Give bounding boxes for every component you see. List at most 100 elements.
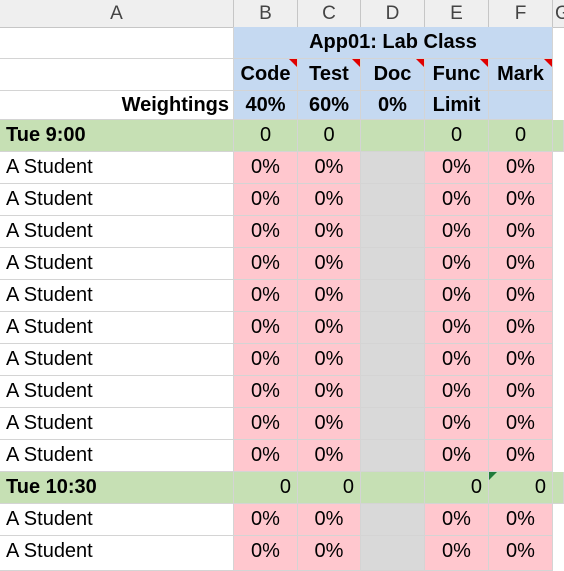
- student-name[interactable]: A Student: [0, 536, 234, 571]
- student-name[interactable]: A Student: [0, 216, 234, 248]
- cell-a-headers[interactable]: [0, 59, 234, 91]
- score-func[interactable]: 0%: [425, 504, 489, 536]
- student-name[interactable]: A Student: [0, 312, 234, 344]
- column-header-a[interactable]: A: [0, 0, 234, 27]
- score-mark[interactable]: 0%: [489, 376, 553, 408]
- score-test[interactable]: 0%: [298, 280, 361, 312]
- score-mark[interactable]: 0%: [489, 440, 553, 472]
- score-mark[interactable]: 0%: [489, 280, 553, 312]
- score-test[interactable]: 0%: [298, 376, 361, 408]
- score-func[interactable]: 0%: [425, 248, 489, 280]
- group-time[interactable]: Tue 10:30: [0, 472, 234, 504]
- group-time[interactable]: Tue 9:00: [0, 120, 234, 152]
- student-name[interactable]: A Student: [0, 504, 234, 536]
- score-code[interactable]: 0%: [234, 376, 298, 408]
- group-total-g[interactable]: [553, 120, 564, 152]
- score-func[interactable]: 0%: [425, 280, 489, 312]
- weighting-doc[interactable]: 0%: [361, 91, 425, 120]
- score-code[interactable]: 0%: [234, 152, 298, 184]
- score-doc[interactable]: [361, 376, 425, 408]
- score-mark[interactable]: 0%: [489, 152, 553, 184]
- score-mark[interactable]: 0%: [489, 536, 553, 571]
- group-total-test[interactable]: 0: [298, 120, 361, 152]
- student-name[interactable]: A Student: [0, 344, 234, 376]
- group-total-code[interactable]: 0: [234, 120, 298, 152]
- group-total-g[interactable]: [553, 472, 564, 504]
- score-func[interactable]: 0%: [425, 216, 489, 248]
- student-name[interactable]: A Student: [0, 152, 234, 184]
- score-code[interactable]: 0%: [234, 344, 298, 376]
- weighting-mark[interactable]: [489, 91, 553, 120]
- weightings-label[interactable]: Weightings: [0, 91, 234, 120]
- score-func[interactable]: 0%: [425, 376, 489, 408]
- score-doc[interactable]: [361, 536, 425, 571]
- student-name[interactable]: A Student: [0, 440, 234, 472]
- group-total-func[interactable]: 0: [425, 472, 489, 504]
- score-doc[interactable]: [361, 312, 425, 344]
- score-code[interactable]: 0%: [234, 408, 298, 440]
- score-doc[interactable]: [361, 184, 425, 216]
- score-doc[interactable]: [361, 504, 425, 536]
- score-mark[interactable]: 0%: [489, 408, 553, 440]
- student-name[interactable]: A Student: [0, 408, 234, 440]
- group-total-mark[interactable]: 0: [489, 472, 553, 504]
- column-header-c[interactable]: C: [298, 0, 361, 27]
- score-doc[interactable]: [361, 440, 425, 472]
- score-mark[interactable]: 0%: [489, 312, 553, 344]
- score-test[interactable]: 0%: [298, 440, 361, 472]
- column-header-d[interactable]: D: [361, 0, 425, 27]
- score-mark[interactable]: 0%: [489, 248, 553, 280]
- student-name[interactable]: A Student: [0, 376, 234, 408]
- score-func[interactable]: 0%: [425, 312, 489, 344]
- header-mark[interactable]: Mark: [489, 59, 553, 91]
- student-name[interactable]: A Student: [0, 248, 234, 280]
- header-doc[interactable]: Doc: [361, 59, 425, 91]
- score-code[interactable]: 0%: [234, 440, 298, 472]
- score-test[interactable]: 0%: [298, 536, 361, 571]
- weighting-test[interactable]: 60%: [298, 91, 361, 120]
- score-doc[interactable]: [361, 408, 425, 440]
- student-name[interactable]: A Student: [0, 280, 234, 312]
- header-test[interactable]: Test: [298, 59, 361, 91]
- group-total-doc[interactable]: [361, 120, 425, 152]
- score-func[interactable]: 0%: [425, 408, 489, 440]
- score-doc[interactable]: [361, 152, 425, 184]
- score-code[interactable]: 0%: [234, 536, 298, 571]
- group-total-code[interactable]: 0: [234, 472, 298, 504]
- score-func[interactable]: 0%: [425, 184, 489, 216]
- header-func[interactable]: Func: [425, 59, 489, 91]
- score-func[interactable]: 0%: [425, 440, 489, 472]
- score-code[interactable]: 0%: [234, 248, 298, 280]
- score-code[interactable]: 0%: [234, 184, 298, 216]
- score-mark[interactable]: 0%: [489, 216, 553, 248]
- score-mark[interactable]: 0%: [489, 344, 553, 376]
- score-test[interactable]: 0%: [298, 344, 361, 376]
- score-test[interactable]: 0%: [298, 312, 361, 344]
- student-name[interactable]: A Student: [0, 184, 234, 216]
- group-total-test[interactable]: 0: [298, 472, 361, 504]
- class-title[interactable]: App01: Lab Class: [234, 27, 553, 59]
- column-header-g[interactable]: G: [553, 0, 564, 27]
- score-code[interactable]: 0%: [234, 312, 298, 344]
- score-code[interactable]: 0%: [234, 280, 298, 312]
- header-code[interactable]: Code: [234, 59, 298, 91]
- column-header-b[interactable]: B: [234, 0, 298, 27]
- score-test[interactable]: 0%: [298, 248, 361, 280]
- score-doc[interactable]: [361, 248, 425, 280]
- score-test[interactable]: 0%: [298, 152, 361, 184]
- score-func[interactable]: 0%: [425, 536, 489, 571]
- group-total-doc[interactable]: [361, 472, 425, 504]
- column-header-e[interactable]: E: [425, 0, 489, 27]
- cell-a-title[interactable]: [0, 27, 234, 59]
- score-code[interactable]: 0%: [234, 216, 298, 248]
- score-test[interactable]: 0%: [298, 216, 361, 248]
- column-header-f[interactable]: F: [489, 0, 553, 27]
- score-func[interactable]: 0%: [425, 152, 489, 184]
- score-test[interactable]: 0%: [298, 408, 361, 440]
- score-mark[interactable]: 0%: [489, 184, 553, 216]
- score-code[interactable]: 0%: [234, 504, 298, 536]
- score-func[interactable]: 0%: [425, 344, 489, 376]
- score-mark[interactable]: 0%: [489, 504, 553, 536]
- weighting-code[interactable]: 40%: [234, 91, 298, 120]
- group-total-mark[interactable]: 0: [489, 120, 553, 152]
